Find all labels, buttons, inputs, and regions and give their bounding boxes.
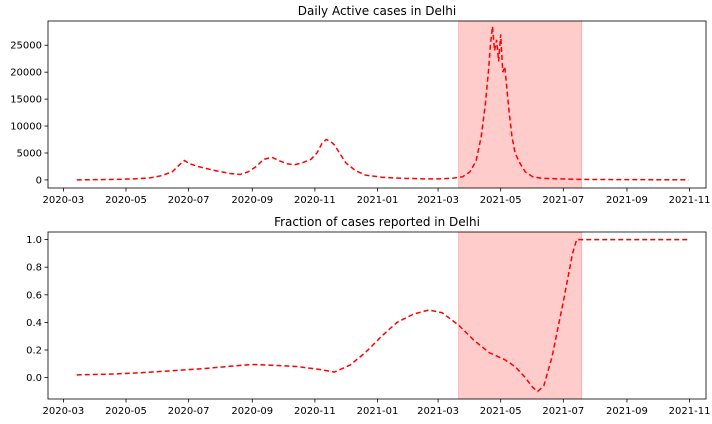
y-tick-label: 10000 bbox=[10, 122, 42, 133]
y-tick-label: 0.0 bbox=[26, 373, 42, 384]
x-tick-label: 2021-07 bbox=[542, 406, 584, 417]
y-tick-label: 15000 bbox=[10, 95, 42, 106]
highlight-span bbox=[458, 20, 583, 189]
series-line bbox=[76, 26, 689, 181]
x-tick-label: 2021-03 bbox=[417, 406, 459, 417]
series-line bbox=[76, 238, 689, 393]
plot-area-frame bbox=[47, 20, 707, 189]
x-tick-label: 2020-11 bbox=[294, 406, 336, 417]
fraction-reported-chart: Fraction of cases reported in Delhi 2020-… bbox=[26, 215, 710, 417]
y-tick-label: 0.4 bbox=[26, 318, 42, 329]
x-tick-label: 2020-05 bbox=[105, 406, 147, 417]
x-tick-label: 2020-03 bbox=[42, 195, 84, 206]
x-tick-label: 2021-07 bbox=[542, 195, 584, 206]
x-tick-label: 2020-03 bbox=[42, 406, 84, 417]
x-tick-label: 2021-09 bbox=[606, 406, 648, 417]
x-tick-label: 2020-07 bbox=[168, 195, 210, 206]
x-tick-label: 2020-07 bbox=[168, 406, 210, 417]
chart-title: Daily Active cases in Delhi bbox=[298, 4, 456, 18]
x-tick-label: 2020-05 bbox=[105, 195, 147, 206]
x-tick-label: 2021-11 bbox=[669, 195, 711, 206]
x-tick-label: 2021-05 bbox=[480, 406, 522, 417]
active-cases-chart: Daily Active cases in Delhi 2020-03 2020-0… bbox=[10, 4, 710, 206]
y-tick-label: 5000 bbox=[17, 148, 42, 159]
y-tick-label: 0.2 bbox=[26, 346, 42, 357]
highlight-span bbox=[458, 231, 583, 400]
x-tick-label: 2020-11 bbox=[294, 195, 336, 206]
y-tick-label: 25000 bbox=[10, 41, 42, 52]
x-tick-label: 2020-09 bbox=[231, 195, 273, 206]
y-tick-label: 0.8 bbox=[26, 263, 42, 274]
x-tick-label: 2021-01 bbox=[357, 406, 399, 417]
y-tick-label: 1.0 bbox=[26, 235, 42, 246]
x-tick-label: 2021-01 bbox=[357, 195, 399, 206]
y-tick-label: 0.6 bbox=[26, 290, 42, 301]
plot-area-frame bbox=[47, 231, 707, 400]
x-tick-label: 2021-05 bbox=[480, 195, 522, 206]
y-tick-label: 20000 bbox=[10, 68, 42, 79]
x-tick-label: 2021-09 bbox=[606, 195, 648, 206]
x-tick-label: 2021-11 bbox=[669, 406, 711, 417]
x-tick-label: 2020-09 bbox=[231, 406, 273, 417]
chart-title: Fraction of cases reported in Delhi bbox=[274, 215, 480, 229]
x-tick-label: 2021-03 bbox=[417, 195, 459, 206]
y-tick-label: 0 bbox=[36, 175, 42, 186]
